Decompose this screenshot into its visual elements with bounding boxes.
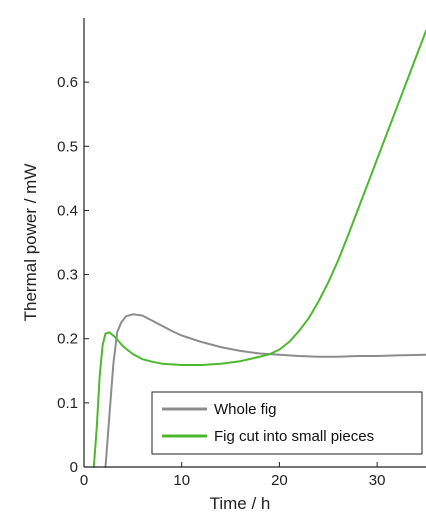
x-tick-label: 10 [173, 472, 190, 489]
axes-layer [83, 18, 426, 468]
legend-label-whole-fig: Whole fig [214, 401, 277, 418]
series-line-1 [92, 29, 426, 468]
legend: Whole fig Fig cut into small pieces [151, 391, 423, 455]
y-axis-label: Thermal power / mW [21, 164, 40, 322]
y-tick-label: 0.3 [57, 267, 78, 284]
series-layer [92, 29, 426, 468]
legend-box [151, 391, 423, 455]
y-tick-label: 0.4 [57, 202, 78, 219]
y-tick-label: 0.2 [57, 331, 78, 348]
y-tick-label: 0.6 [57, 74, 78, 91]
ticks-layer: 0 10 20 30 0 0.1 0.2 0.3 0.4 0.5 0.6 [57, 74, 385, 489]
x-tick-label: 20 [271, 472, 288, 489]
y-tick-label: 0.1 [57, 395, 78, 412]
y-tick-label: 0 [70, 459, 78, 476]
y-tick-label: 0.5 [57, 138, 78, 155]
series-line-0 [104, 313, 426, 468]
x-axis-label: Time / h [210, 494, 271, 513]
legend-label-fig-cut: Fig cut into small pieces [214, 428, 374, 445]
x-tick-label: 0 [80, 472, 88, 489]
x-tick-label: 30 [369, 472, 386, 489]
